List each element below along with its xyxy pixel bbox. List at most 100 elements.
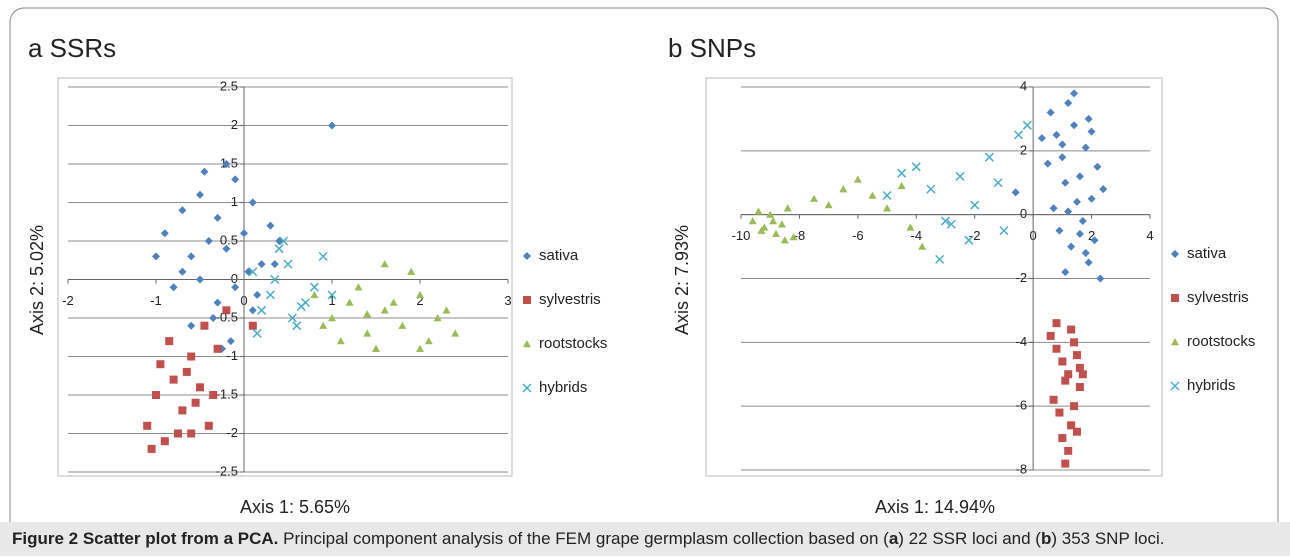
point — [327, 290, 337, 300]
y-tick-label: -2 — [1016, 270, 1028, 285]
point — [1061, 178, 1070, 187]
point — [354, 283, 363, 291]
point — [1064, 98, 1073, 107]
x-tick-label: 4 — [1146, 228, 1153, 243]
plot-area — [705, 77, 1163, 477]
point — [984, 152, 994, 162]
legend-marker — [1171, 338, 1179, 346]
point — [1055, 408, 1064, 417]
caption-text: a — [888, 529, 899, 548]
point — [213, 344, 222, 353]
point — [380, 306, 389, 314]
point — [270, 260, 279, 269]
point — [240, 229, 248, 238]
point — [1067, 421, 1076, 430]
point — [789, 233, 798, 241]
point — [1064, 446, 1073, 455]
point — [1084, 114, 1093, 123]
point — [222, 306, 231, 315]
point — [766, 210, 775, 218]
caption-text: Principal component analysis of the FEM … — [283, 529, 889, 548]
x-tick-label: 2 — [1088, 228, 1095, 243]
y-tick-label: -0.5 — [216, 309, 238, 324]
point — [345, 298, 354, 306]
point — [1067, 325, 1076, 334]
y-tick-label: 0.5 — [220, 232, 238, 247]
y-tick-label: -8 — [1016, 461, 1028, 476]
point — [248, 267, 258, 277]
point — [783, 204, 792, 212]
point — [1075, 229, 1084, 238]
y-tick-label: -1 — [226, 348, 238, 363]
y-tick-label: -6 — [1016, 398, 1028, 413]
point — [318, 251, 328, 261]
legend-label: sativa — [1187, 245, 1227, 262]
point — [772, 229, 781, 238]
point — [935, 254, 945, 264]
point — [231, 283, 240, 292]
point — [748, 217, 757, 225]
chart-title: a SSRs — [28, 33, 116, 63]
point — [336, 337, 345, 345]
x-tick-label: 2 — [416, 293, 423, 308]
point — [1087, 194, 1096, 203]
point — [196, 275, 204, 284]
point — [911, 162, 921, 172]
point — [328, 121, 336, 130]
y-tick-label: -1.5 — [216, 386, 238, 401]
legend-label: sylvestris — [539, 291, 601, 308]
y-axis-label: Axis 2: 7.93% — [672, 225, 692, 335]
point — [451, 329, 460, 337]
point — [169, 375, 178, 384]
point — [754, 207, 763, 215]
point — [999, 226, 1009, 236]
point — [196, 383, 204, 392]
legend-label: rootstocks — [1187, 333, 1255, 350]
point — [1055, 226, 1064, 235]
legend-marker — [523, 252, 531, 260]
point — [1075, 172, 1084, 181]
point — [970, 200, 980, 210]
point — [213, 213, 222, 222]
point — [160, 229, 169, 238]
legend-marker — [1171, 294, 1179, 302]
point — [416, 290, 424, 299]
caption-text: b — [1040, 529, 1052, 548]
point — [178, 206, 187, 215]
point — [152, 252, 160, 261]
point — [1078, 217, 1087, 226]
point — [1090, 236, 1099, 245]
point — [1061, 376, 1070, 385]
point — [1052, 344, 1061, 353]
point — [248, 306, 257, 315]
legend-label: sativa — [539, 247, 579, 264]
point — [757, 226, 766, 234]
point — [213, 298, 222, 307]
point — [883, 204, 892, 212]
point — [433, 314, 442, 322]
point — [1070, 402, 1079, 411]
point — [363, 310, 372, 318]
caption-text: ) 22 SSR loci and ( — [898, 529, 1041, 548]
point — [955, 171, 965, 181]
point — [1058, 153, 1067, 162]
y-tick-label: -2.5 — [216, 463, 238, 478]
point — [389, 298, 398, 306]
point — [946, 219, 956, 229]
y-tick-label: -4 — [1016, 334, 1028, 349]
point — [1070, 338, 1079, 347]
point — [1081, 248, 1090, 257]
point — [1075, 363, 1084, 372]
point — [1070, 121, 1079, 130]
x-tick-label: 1 — [328, 293, 335, 308]
point — [169, 283, 178, 292]
point — [200, 167, 209, 176]
point — [187, 321, 196, 330]
point — [1072, 197, 1081, 206]
point — [253, 290, 262, 299]
point — [964, 235, 974, 245]
legend-marker — [1171, 250, 1179, 258]
point — [287, 313, 297, 323]
point — [182, 367, 191, 376]
point — [152, 391, 160, 399]
